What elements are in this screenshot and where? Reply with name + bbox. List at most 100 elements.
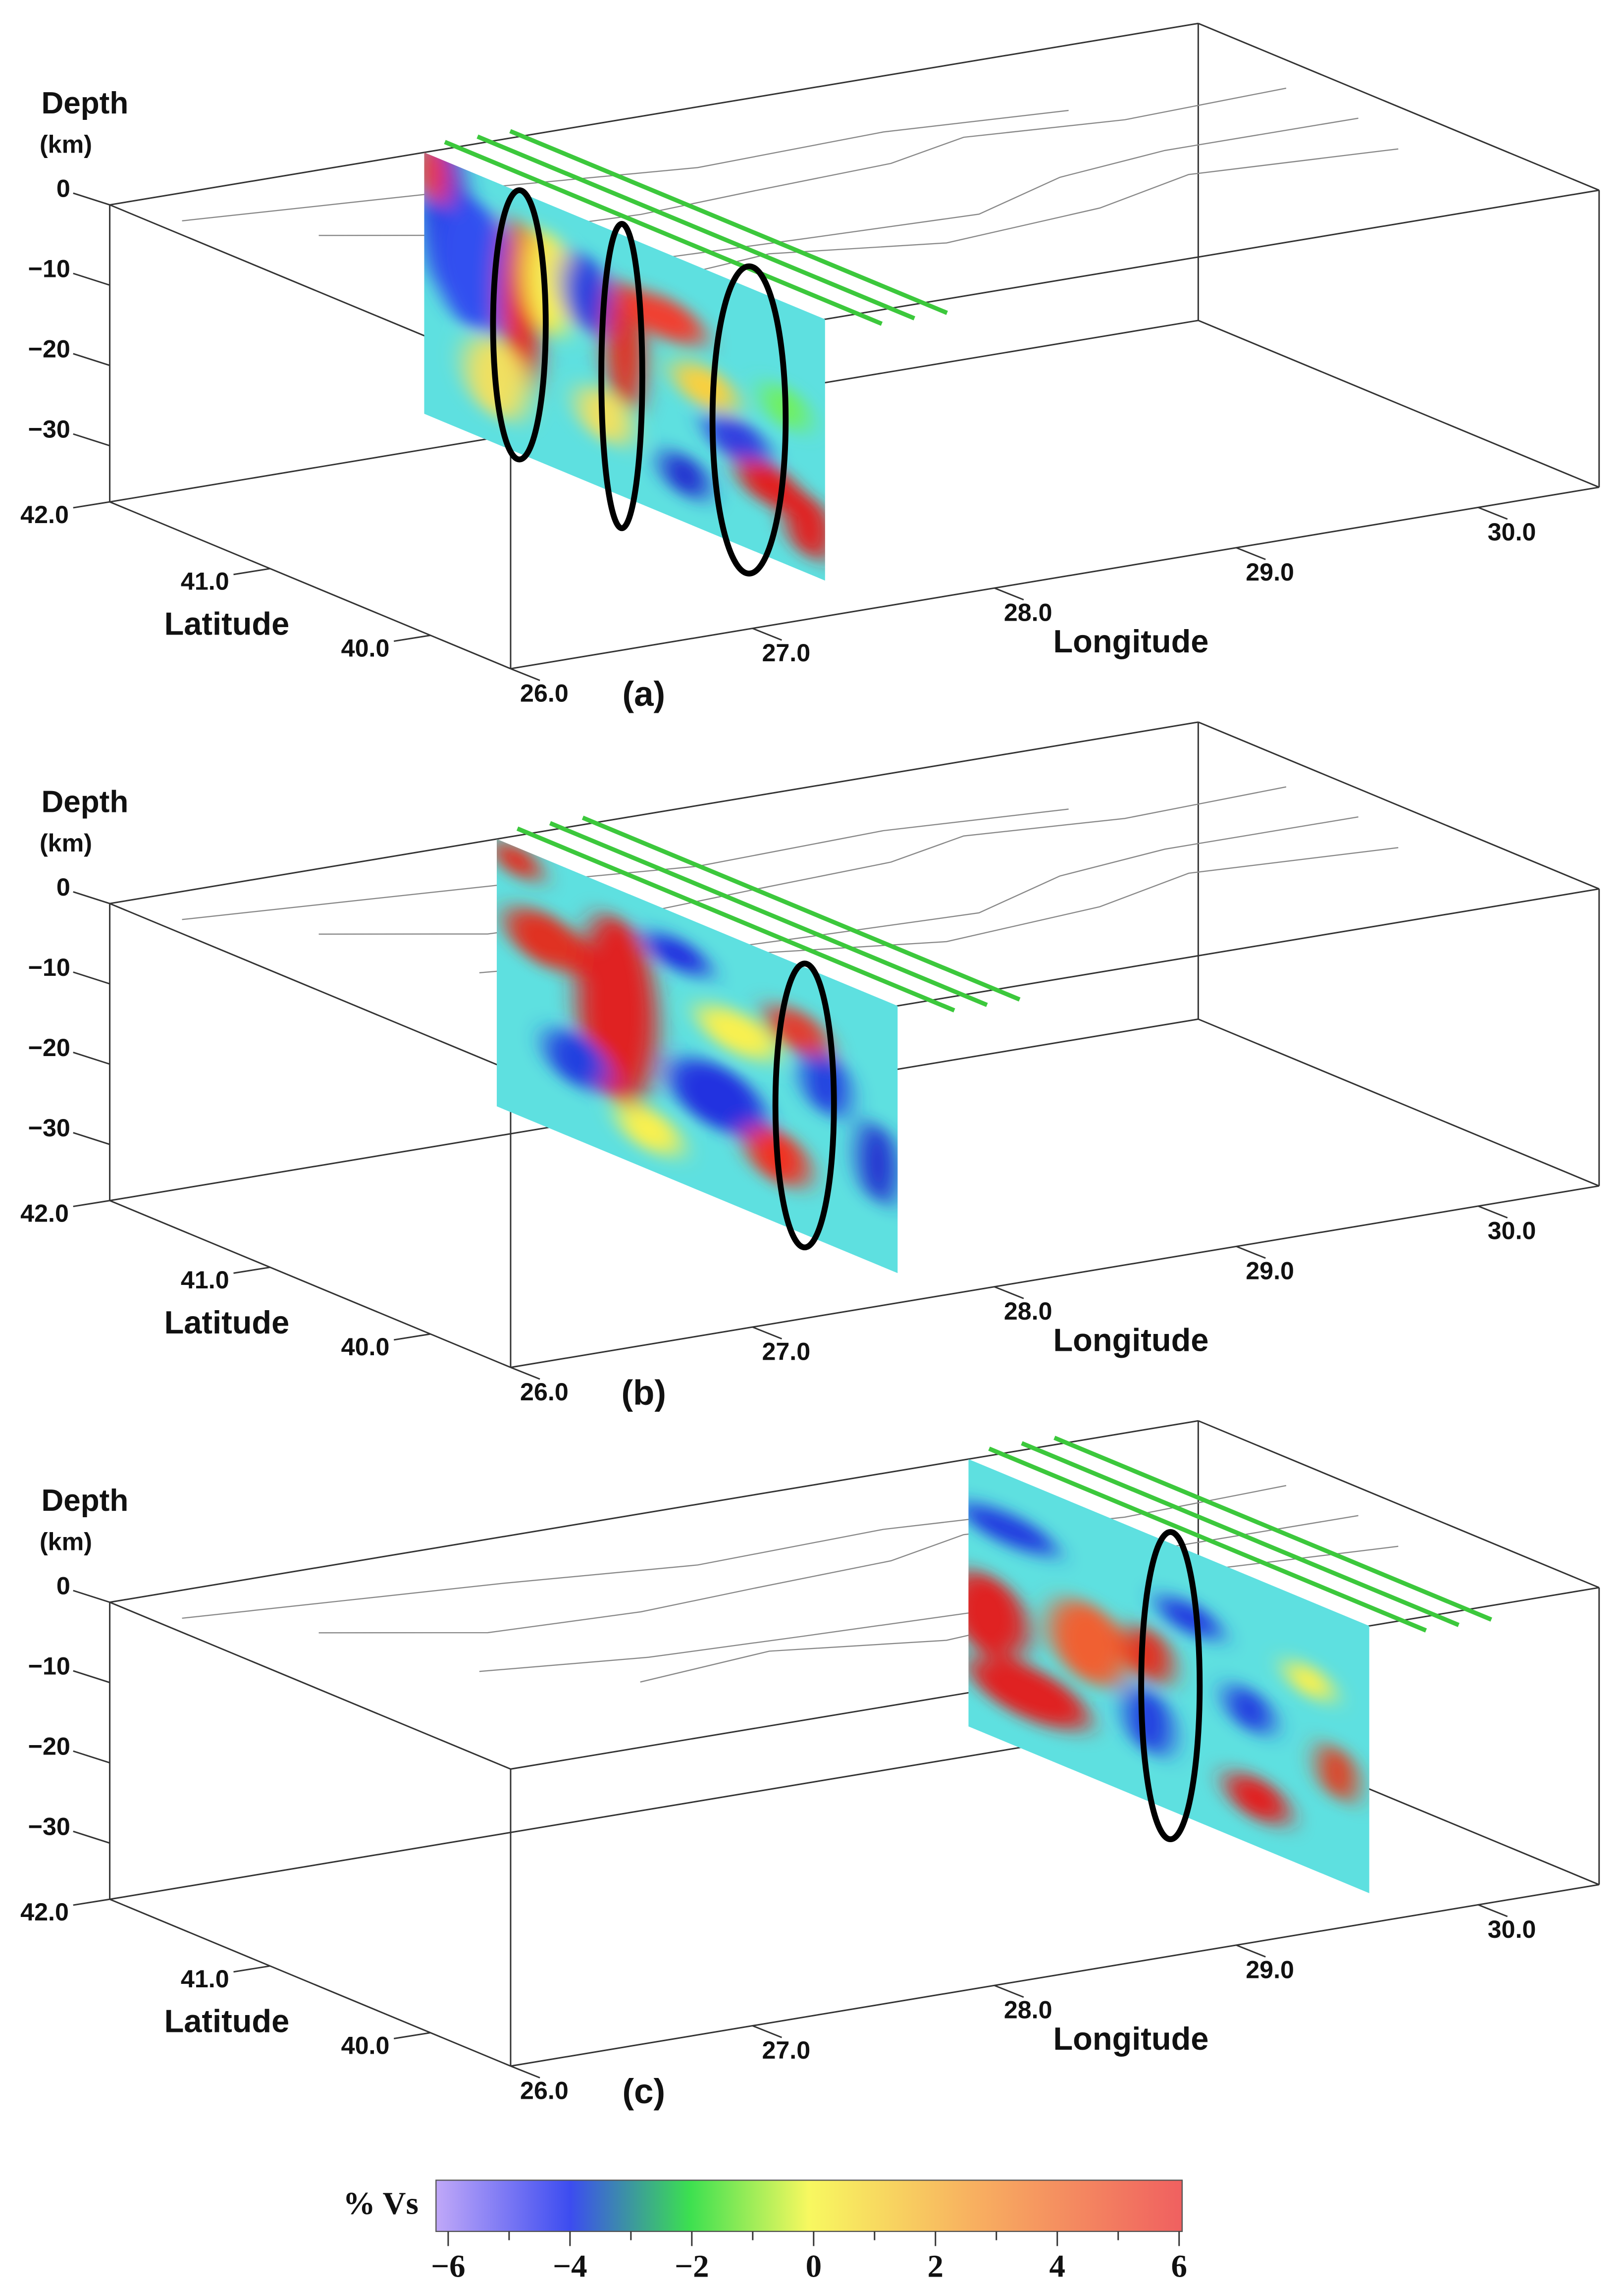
box-edge <box>1198 319 1600 488</box>
x-tick <box>994 587 1024 601</box>
x-axis-title: Longitude <box>1053 2020 1208 2057</box>
colorbar <box>435 2180 1183 2232</box>
y-tick-label: 40.0 <box>341 1333 390 1361</box>
x-tick <box>510 1367 540 1380</box>
x-axis-title: Longitude <box>1053 623 1208 659</box>
anomaly <box>1225 1686 1273 1733</box>
x-tick <box>510 2065 540 2079</box>
y-tick <box>394 2032 431 2039</box>
z-axis-title: Depth <box>42 1484 129 1518</box>
y-axis-title: Latitude <box>164 605 290 641</box>
z-axis-unit: (km) <box>40 829 92 857</box>
colorbar-label: % Vs <box>343 2186 419 2222</box>
y-tick <box>233 568 270 576</box>
colorbar-tick-label: −4 <box>553 2249 587 2285</box>
profile-line <box>549 821 988 1007</box>
y-tick <box>73 1200 110 1208</box>
panel-label: (b) <box>622 1373 667 1412</box>
z-tick-label: −20 <box>28 335 70 363</box>
y-tick-label: 40.0 <box>341 634 390 662</box>
anomaly <box>968 1503 1057 1555</box>
colorbar-tick-label: 2 <box>928 2249 943 2285</box>
slice-clip <box>424 152 825 581</box>
y-tick-label: 41.0 <box>181 1266 229 1294</box>
z-axis-title: Depth <box>42 785 129 819</box>
box-edge <box>109 1420 1199 1603</box>
colorbar-tick-label: −6 <box>431 2249 466 2285</box>
x-tick <box>752 2025 782 2038</box>
anomaly <box>968 1656 1089 1730</box>
z-axis-title: Depth <box>42 86 129 120</box>
profile-line <box>581 815 1021 1002</box>
y-axis-title: Latitude <box>164 1304 290 1340</box>
slice-anomalies <box>968 1503 1358 1824</box>
y-tick <box>394 635 431 642</box>
anomaly <box>1048 1599 1129 1687</box>
x-tick-label: 30.0 <box>1488 1915 1536 1943</box>
highlight-ellipse <box>490 187 549 463</box>
box-edge <box>109 22 1199 206</box>
z-tick <box>73 1590 110 1603</box>
z-tick <box>73 1750 110 1764</box>
x-tick <box>1477 507 1508 520</box>
highlight-ellipse <box>772 960 837 1251</box>
y-tick-label: 42.0 <box>20 1200 69 1227</box>
anomaly <box>545 1029 609 1090</box>
y-tick <box>233 1965 270 1973</box>
profile-line <box>444 140 883 326</box>
z-tick-label: −10 <box>28 255 70 282</box>
colorbar-tick-label: 4 <box>1049 2249 1065 2285</box>
z-axis-unit: (km) <box>40 131 92 159</box>
z-tick-label: −30 <box>28 1114 70 1142</box>
x-tick <box>1236 547 1266 560</box>
x-axis-title: Longitude <box>1053 1322 1208 1358</box>
x-tick-label: 28.0 <box>1004 599 1052 627</box>
y-tick-label: 41.0 <box>181 1965 229 1993</box>
anomaly <box>1156 1596 1221 1639</box>
x-tick-label: 26.0 <box>520 679 569 707</box>
z-tick <box>73 353 110 367</box>
x-tick-label: 28.0 <box>1004 1996 1052 2024</box>
z-tick <box>73 1830 110 1844</box>
z-tick <box>73 433 110 447</box>
z-tick-label: −20 <box>28 1732 70 1760</box>
highlight-ellipse <box>598 221 645 532</box>
coastline <box>318 786 1287 935</box>
z-tick <box>73 1132 110 1145</box>
highlight-ellipse <box>1138 1529 1203 1843</box>
highlight-ellipse <box>709 263 789 577</box>
z-tick <box>73 971 110 985</box>
box-edge <box>109 1601 511 1770</box>
y-tick-label: 42.0 <box>20 1898 69 1926</box>
z-tick-label: −10 <box>28 954 70 981</box>
box-edge <box>1198 1420 1600 1589</box>
velocity-slice <box>424 152 825 581</box>
velocity-slice <box>968 1459 1369 1894</box>
coastline <box>182 109 1069 222</box>
x-tick-label: 27.0 <box>762 639 810 667</box>
anomaly <box>669 1059 766 1135</box>
anomaly <box>1125 1626 1173 1683</box>
box-edge <box>510 1185 1599 1368</box>
box-edge <box>1198 22 1600 191</box>
y-tick <box>73 1898 110 1906</box>
anomaly <box>736 459 801 509</box>
x-tick-label: 28.0 <box>1004 1297 1052 1325</box>
profile-line <box>988 1446 1427 1633</box>
z-tick-label: −20 <box>28 1034 70 1062</box>
x-tick-label: 29.0 <box>1246 1257 1294 1285</box>
anomaly <box>524 229 573 336</box>
x-tick <box>752 1326 782 1340</box>
slice-clip <box>968 1459 1369 1894</box>
colorbar-tick-label: 6 <box>1171 2249 1187 2285</box>
panel-label: (a) <box>622 675 665 714</box>
z-tick <box>73 891 110 904</box>
box-edge <box>510 1884 1599 2067</box>
box-edge <box>109 1898 511 2067</box>
anomaly <box>560 252 609 333</box>
y-tick <box>394 1333 431 1341</box>
panel-label: (c) <box>622 2072 665 2111</box>
box-edge <box>109 1717 1199 1900</box>
anomaly <box>1225 1773 1289 1824</box>
z-tick <box>73 1670 110 1684</box>
